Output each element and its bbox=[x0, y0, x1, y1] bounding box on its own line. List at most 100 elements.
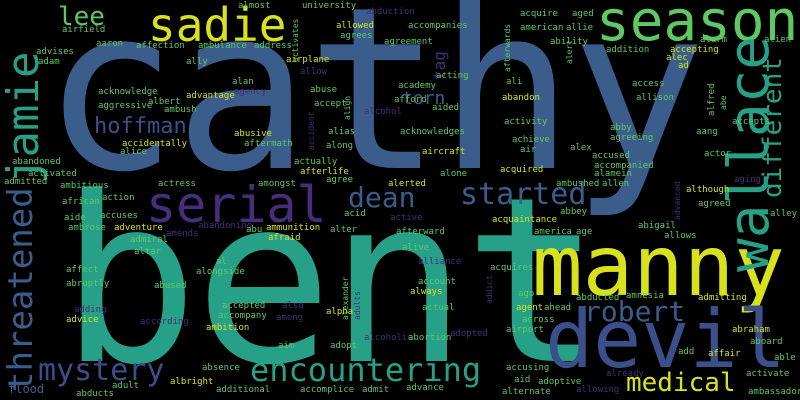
word-airport: airport bbox=[506, 325, 544, 335]
word-abusive: abusive bbox=[234, 129, 272, 139]
word-acquaintance: acquaintance bbox=[492, 215, 558, 225]
word-align: align bbox=[343, 95, 352, 120]
word-ambrose: ambrose bbox=[68, 223, 106, 233]
word-alert: alert bbox=[565, 39, 574, 64]
word-altar: altar bbox=[134, 247, 162, 257]
word-abbey: abbey bbox=[560, 207, 588, 217]
word-started: started bbox=[460, 177, 587, 212]
word-alone: alone bbox=[440, 169, 468, 179]
word-aggressive: aggressive bbox=[98, 101, 153, 111]
word-ambush: ambush bbox=[164, 105, 197, 115]
word-ad: ad bbox=[678, 61, 689, 71]
word-bent: bent bbox=[60, 149, 602, 400]
word-also: also bbox=[282, 301, 304, 311]
word-activate: activate bbox=[746, 369, 790, 379]
word-advises: advises bbox=[36, 47, 74, 57]
word-actress: actress bbox=[158, 179, 196, 189]
word-medical: medical bbox=[626, 368, 736, 398]
word-adding: adding bbox=[74, 305, 107, 315]
word-acting: acting bbox=[436, 71, 469, 81]
word-agrees: agrees bbox=[340, 31, 373, 41]
word-accusing: accusing bbox=[506, 363, 550, 373]
word-acquire: acquire bbox=[520, 9, 558, 19]
word-manny: manny bbox=[532, 217, 785, 315]
word-account: account bbox=[418, 277, 456, 287]
word-already: already bbox=[606, 369, 644, 379]
word-addition: addition bbox=[606, 45, 650, 55]
word-accept: accept bbox=[314, 99, 347, 109]
word-alamein: alamein bbox=[594, 169, 632, 179]
word-age: age bbox=[576, 227, 593, 237]
word-alarm: alarm bbox=[700, 35, 728, 45]
word-ambitious: ambitious bbox=[60, 181, 109, 191]
word-ago: ago bbox=[518, 289, 535, 299]
word-aircraft: aircraft bbox=[422, 147, 466, 157]
word-alpha: alpha bbox=[326, 307, 354, 317]
word-african: african bbox=[62, 197, 100, 207]
word-acquired: acquired bbox=[500, 165, 544, 175]
word-according: according bbox=[140, 317, 189, 327]
word-abortion: abortion bbox=[408, 333, 452, 343]
word-abducted: abducted bbox=[576, 293, 620, 303]
word-abducts: abducts bbox=[76, 389, 114, 399]
word-alerted: alerted bbox=[388, 179, 426, 189]
word-admit: admit bbox=[362, 385, 390, 395]
word-abduction: abduction bbox=[366, 7, 415, 17]
word-add: add bbox=[678, 347, 695, 357]
word-abruptly: abruptly bbox=[66, 279, 110, 289]
word-agree: agree bbox=[326, 175, 354, 185]
word-abandoned: abandoned bbox=[12, 157, 61, 167]
word-alcohol: alcohol bbox=[364, 107, 402, 117]
word-alive: alive bbox=[402, 243, 430, 253]
word-abby: abby bbox=[610, 123, 632, 133]
word-dean: dean bbox=[348, 181, 416, 214]
word-allows: allows bbox=[664, 231, 697, 241]
word-aided: aided bbox=[432, 103, 460, 113]
word-advice: advice bbox=[66, 315, 99, 325]
word-agent: agent bbox=[516, 303, 544, 313]
word-robert: robert bbox=[584, 295, 686, 328]
word-activity: activity bbox=[504, 117, 548, 127]
word-accidentally: accidentally bbox=[122, 139, 188, 149]
word-amongst: amongst bbox=[258, 179, 296, 189]
word-acquires: acquires bbox=[490, 263, 534, 273]
word-serial: serial bbox=[146, 176, 327, 234]
word-allie: allie bbox=[566, 23, 594, 33]
word-afterward: afterward bbox=[396, 227, 445, 237]
word-although: although bbox=[686, 185, 730, 195]
word-american: american bbox=[520, 23, 564, 33]
word-aboard: aboard bbox=[750, 337, 783, 347]
word-adopted: adopted bbox=[450, 329, 488, 339]
word-al: al bbox=[216, 257, 227, 267]
word-absence: absence bbox=[202, 363, 240, 373]
word-aging: aging bbox=[734, 175, 762, 185]
word-sadie: sadie bbox=[148, 0, 287, 52]
word-albright: albright bbox=[170, 377, 214, 387]
word-allow: allow bbox=[300, 67, 328, 77]
word-almost: almost bbox=[238, 1, 271, 11]
word-encountering: encountering bbox=[250, 351, 482, 389]
word-aide: aide bbox=[64, 213, 86, 223]
word-ambulance: ambulance bbox=[198, 41, 247, 51]
word-acknowledge: acknowledge bbox=[98, 87, 158, 97]
word-across: across bbox=[522, 315, 555, 325]
word-aang: aang bbox=[696, 127, 718, 137]
word-university: university bbox=[302, 1, 357, 11]
word-adventure: adventure bbox=[114, 223, 163, 233]
word-alexander: alexander bbox=[341, 276, 350, 320]
word-abigail: abigail bbox=[638, 221, 676, 231]
word-mystery: mystery bbox=[38, 353, 165, 388]
word-abandoning: abandoning bbox=[198, 221, 253, 231]
word-abandon: abandon bbox=[502, 93, 540, 103]
word-accepting: accepting bbox=[670, 45, 719, 55]
word-devil: devil bbox=[545, 293, 786, 386]
word-agreeing: agreeing bbox=[610, 133, 654, 143]
word-along: along bbox=[326, 141, 354, 151]
word-ally: ally bbox=[186, 57, 208, 67]
word-allen: allen bbox=[602, 179, 630, 189]
word-always: always bbox=[410, 287, 443, 297]
word-adult: adult bbox=[112, 381, 140, 391]
word-amends: amends bbox=[166, 229, 199, 239]
word-alcoholic: alcoholic bbox=[364, 333, 413, 343]
word-affection: affection bbox=[136, 41, 185, 51]
